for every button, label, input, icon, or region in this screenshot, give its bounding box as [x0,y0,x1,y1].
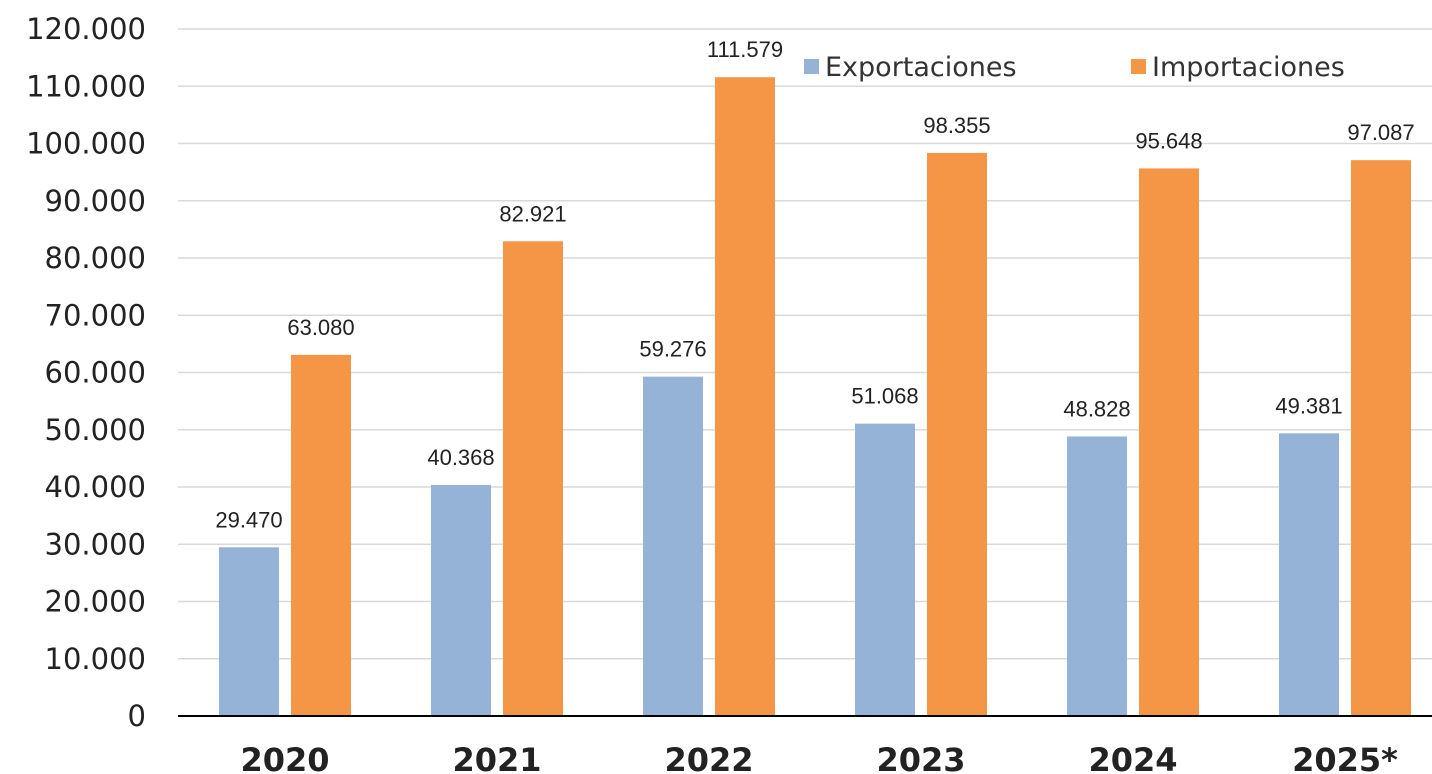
y-axis-ticks: 0 10.000 20.000 30.000 40.000 50.000 60.000 70.… [26,12,146,733]
y-tick-label: 50.000 [45,413,146,447]
data-label: 97.087 [1347,120,1414,145]
data-label: 29.470 [215,507,282,532]
data-labels: 29.470 40.368 59.276 51.068 48.828 49.381 63.0… [215,37,1414,532]
y-tick-label: 80.000 [45,241,146,275]
bar-exportaciones-2020 [219,547,279,716]
y-tick-label: 60.000 [45,356,146,390]
data-label: 98.355 [923,113,990,138]
data-label: 82.921 [499,201,566,226]
bar-importaciones-2024 [1139,168,1199,716]
x-tick-label: 2020 [240,741,329,774]
bar-exportaciones-2022 [643,376,703,716]
bar-exportaciones-2025 [1279,433,1339,716]
bar-importaciones-2022 [715,77,775,717]
legend-label-importaciones: Importaciones [1152,52,1345,83]
y-tick-label: 40.000 [45,470,146,504]
bar-importaciones-2023 [927,152,987,717]
bar-exportaciones-2024 [1067,436,1127,716]
y-tick-label: 100.000 [26,127,146,161]
bar-exportaciones-2023 [855,423,915,716]
legend-swatch-importaciones [1131,59,1146,74]
y-tick-label: 20.000 [45,585,146,619]
data-label: 51.068 [851,384,918,409]
bar-exportaciones-2021 [431,484,491,716]
y-tick-label: 30.000 [45,527,146,561]
x-tick-label: 2025* [1292,741,1398,774]
legend-swatch-exportaciones [804,59,819,74]
data-label: 59.276 [639,337,706,362]
y-tick-label: 110.000 [26,69,146,103]
x-tick-label: 2024 [1088,741,1177,774]
y-tick-label: 10.000 [45,642,146,676]
x-tick-label: 2023 [876,741,965,774]
data-label: 111.579 [707,37,783,62]
x-tick-label: 2022 [664,741,753,774]
data-label: 49.381 [1275,393,1342,418]
y-tick-label: 90.000 [45,184,146,218]
legend-label-exportaciones: Exportaciones [825,52,1017,83]
legend: Exportaciones Importaciones [804,52,1345,83]
y-tick-label: 120.000 [26,12,146,46]
bar-importaciones-2025 [1351,160,1411,716]
bar-importaciones-2020 [291,354,351,716]
data-label: 63.080 [287,315,354,340]
bar-importaciones-2021 [503,241,563,716]
y-tick-label: 0 [128,699,146,733]
bars [219,77,1411,717]
data-label: 40.368 [427,445,494,470]
data-label: 95.648 [1135,128,1202,153]
gridlines [178,28,1432,660]
y-tick-label: 70.000 [45,298,146,332]
x-axis-ticks: 2020 2021 2022 2023 2024 2025* [240,741,1398,774]
data-label: 48.828 [1063,396,1130,421]
x-tick-label: 2021 [452,741,541,774]
